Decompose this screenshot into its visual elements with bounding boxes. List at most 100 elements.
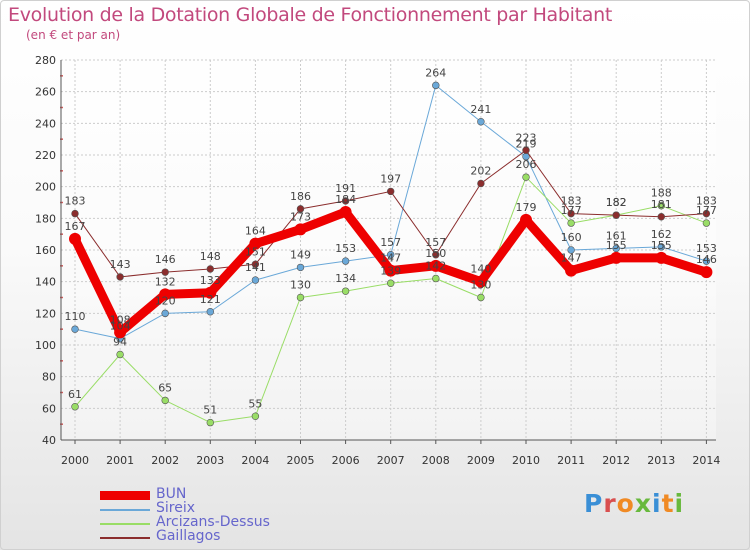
legend-label: BUN [156,486,187,502]
data-label-arcizans-dessus: 94 [113,336,127,349]
data-point-bun [114,326,127,339]
y-tick-label: 240 [35,117,56,130]
data-point-bun [429,259,442,272]
x-tick-label: 2005 [287,454,315,467]
x-tick-label: 2002 [151,454,179,467]
data-label-sireix: 149 [290,248,311,261]
proxiti-logo: Proxiti [584,489,685,518]
data-point-sireix [251,276,260,284]
data-label-bun: 132 [155,275,176,288]
data-point-arcizans-dessus [387,279,395,287]
data-point-arcizans-dessus [702,219,711,227]
data-label-sireix: 121 [200,293,221,306]
data-label-bun: 179 [516,201,537,214]
y-tick-label: 280 [35,54,56,67]
data-label-bun: 147 [380,252,401,265]
y-tick-label: 160 [35,244,56,257]
data-label-sireix: 219 [516,138,537,151]
data-point-sireix [387,251,395,259]
y-tick-label: 100 [35,339,56,352]
data-label-bun: 184 [335,193,356,206]
data-point-sireix [657,243,665,251]
data-label-gaillagos: 146 [155,253,176,266]
data-label-arcizans-dessus: 139 [380,264,401,277]
data-point-sireix [567,246,575,254]
data-label-bun: 155 [651,239,672,252]
data-label-bun: 150 [425,247,446,260]
legend-label: Gaillagos [156,528,221,544]
data-point-arcizans-dessus [657,201,665,210]
data-label-arcizans-dessus: 61 [68,388,82,401]
data-label-gaillagos: 182 [606,196,627,209]
data-point-bun [69,232,81,245]
data-label-sireix: 104 [110,320,131,333]
x-tick-label: 2008 [422,454,450,467]
data-label-sireix: 141 [245,261,266,274]
x-tick-label: 2007 [377,454,405,467]
data-label-gaillagos: 143 [110,258,131,271]
chart-title: Evolution de la Dotation Globale de Fonc… [8,4,613,26]
y-tick-label: 200 [35,181,56,194]
data-point-bun [700,266,713,279]
legend-item-arcizans-dessus: Arcizans-Dessus [100,515,320,530]
x-tick-label: 2014 [692,454,720,467]
data-point-gaillagos [567,209,575,218]
data-label-gaillagos: 148 [200,250,221,263]
data-point-gaillagos [341,197,350,205]
chart-subtitle: (en € et par an) [26,28,121,42]
data-point-gaillagos [702,209,711,218]
data-label-sireix: 157 [380,236,401,249]
data-point-bun [159,288,172,301]
data-label-arcizans-dessus: 177 [696,204,717,217]
data-point-gaillagos [612,211,620,219]
data-label-arcizans-dessus: 182 [606,196,627,209]
x-tick-label: 2004 [241,454,269,467]
data-point-bun [384,264,397,277]
x-tick-label: 2012 [602,454,630,467]
data-point-arcizans-dessus [296,293,305,302]
data-label-bun: 140 [470,263,491,276]
data-point-sireix [71,325,79,333]
y-tick-label: 40 [42,434,56,447]
y-tick-label: 260 [35,86,56,99]
data-label-bun: 173 [290,210,311,223]
data-point-bun [520,213,532,226]
data-point-bun [294,223,307,236]
data-label-arcizans-dessus: 206 [516,158,537,171]
data-label-gaillagos: 223 [516,131,537,144]
data-label-bun: 164 [245,225,266,238]
x-tick-label: 2009 [467,454,495,467]
y-tick-label: 60 [42,402,56,415]
data-label-gaillagos: 183 [561,195,582,208]
data-point-bun [339,206,352,218]
data-label-gaillagos: 202 [470,165,491,178]
data-label-gaillagos: 157 [425,236,446,249]
data-label-bun: 133 [200,274,221,287]
legend-swatch [100,491,150,500]
data-point-gaillagos [206,265,215,273]
x-tick-label: 2011 [557,454,585,467]
data-point-arcizans-dessus [116,350,124,359]
data-label-sireix: 161 [606,229,627,242]
legend-swatch [100,509,150,511]
data-point-sireix [296,263,305,272]
data-label-bun: 108 [110,313,131,326]
x-tick-label: 2006 [332,454,360,467]
data-point-gaillagos [251,260,260,268]
data-point-gaillagos [657,213,665,221]
data-label-arcizans-dessus: 65 [158,381,172,394]
data-label-arcizans-dessus: 188 [651,187,672,200]
data-point-bun [249,237,262,250]
data-point-gaillagos [161,268,169,276]
data-point-sireix [206,308,215,316]
legend-swatch [100,537,150,539]
data-label-sireix: 110 [65,310,86,323]
data-label-arcizans-dessus: 130 [290,279,311,292]
data-label-sireix: 264 [425,66,446,79]
data-point-gaillagos [296,205,305,213]
data-label-bun: 155 [606,239,627,252]
data-label-sireix: 120 [155,294,176,307]
data-label-arcizans-dessus: 51 [203,404,217,417]
data-label-bun: 167 [65,220,86,233]
